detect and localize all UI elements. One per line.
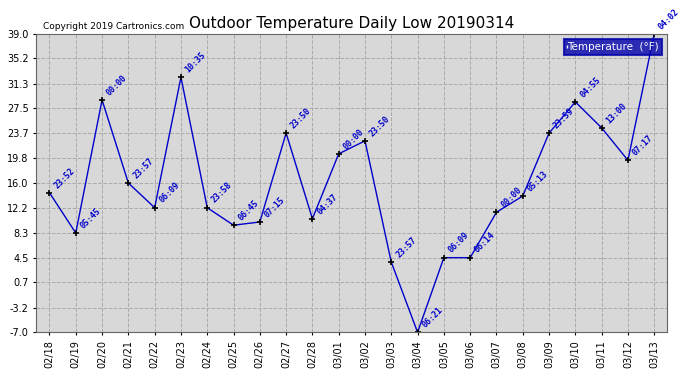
Text: 00:00: 00:00 xyxy=(500,185,523,210)
Text: 13:00: 13:00 xyxy=(604,101,629,125)
Text: 04:37: 04:37 xyxy=(315,192,339,216)
Text: 23:58: 23:58 xyxy=(210,181,234,205)
Text: Copyright 2019 Cartronics.com: Copyright 2019 Cartronics.com xyxy=(43,22,184,31)
Text: 06:45: 06:45 xyxy=(236,198,260,222)
Text: 06:09: 06:09 xyxy=(157,181,181,205)
Text: 06:09: 06:09 xyxy=(446,231,471,255)
Text: 00:00: 00:00 xyxy=(342,127,366,151)
Title: Outdoor Temperature Daily Low 20190314: Outdoor Temperature Daily Low 20190314 xyxy=(189,16,515,31)
Text: 23:57: 23:57 xyxy=(131,156,155,180)
Text: 07:15: 07:15 xyxy=(263,195,286,219)
Text: 05:13: 05:13 xyxy=(526,169,549,193)
Legend: Temperature  (°F): Temperature (°F) xyxy=(564,39,662,55)
Text: 07:17: 07:17 xyxy=(631,134,655,158)
Text: 06:21: 06:21 xyxy=(420,306,444,330)
Text: 06:14: 06:14 xyxy=(473,231,497,255)
Text: 23:59: 23:59 xyxy=(552,106,576,130)
Text: 23:50: 23:50 xyxy=(368,114,392,138)
Text: 23:57: 23:57 xyxy=(394,236,418,260)
Text: 04:02: 04:02 xyxy=(657,7,681,31)
Text: 10:35: 10:35 xyxy=(184,50,208,75)
Text: 00:00: 00:00 xyxy=(105,73,129,97)
Text: 23:52: 23:52 xyxy=(52,166,77,190)
Text: 04:55: 04:55 xyxy=(578,75,602,99)
Text: 23:50: 23:50 xyxy=(289,106,313,130)
Text: 05:45: 05:45 xyxy=(79,206,103,230)
